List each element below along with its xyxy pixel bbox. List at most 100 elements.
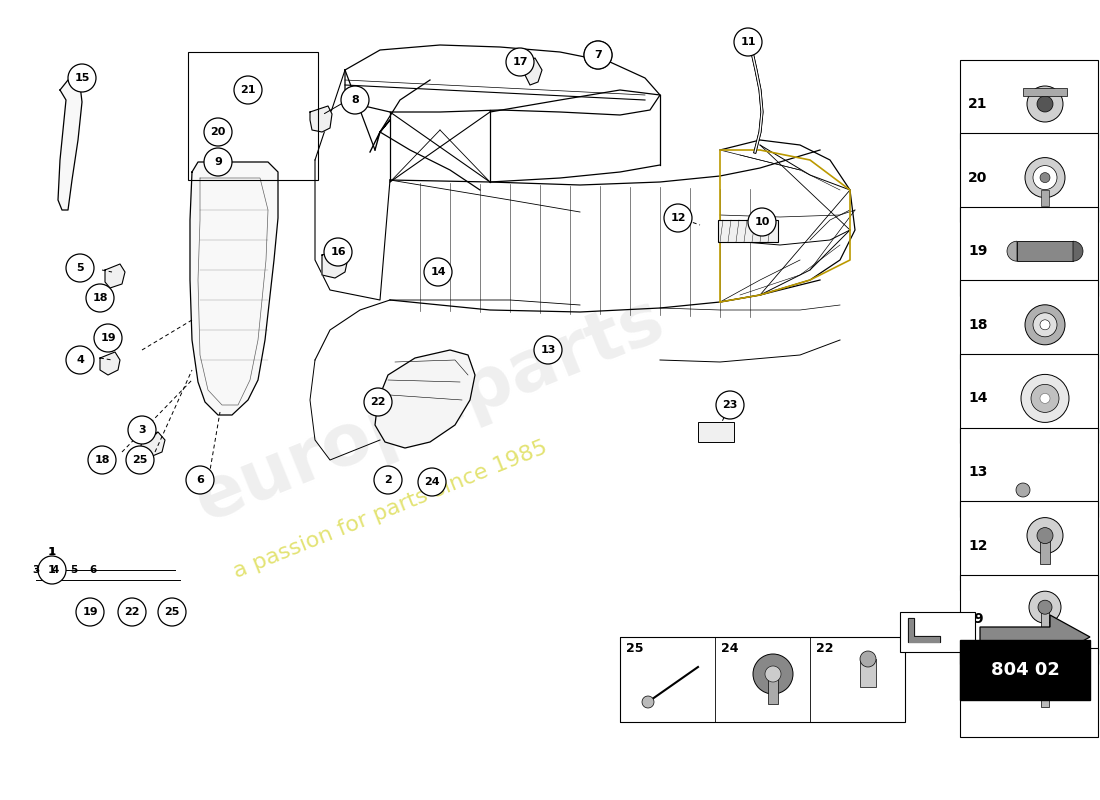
Polygon shape [140,432,165,457]
Circle shape [88,446,116,474]
Text: 7: 7 [974,686,982,700]
Circle shape [68,64,96,92]
Circle shape [158,598,186,626]
Text: 25: 25 [626,642,644,655]
Text: 5: 5 [70,565,78,575]
Bar [620,637,905,722]
Bar [960,648,1098,738]
Circle shape [1040,394,1050,403]
Text: 9: 9 [974,612,982,626]
Circle shape [66,254,94,282]
Text: 4: 4 [52,565,58,575]
Text: europeparts: europeparts [185,284,674,536]
Circle shape [534,336,562,364]
Circle shape [1021,374,1069,422]
Bar [960,280,1098,370]
Text: 25: 25 [164,607,179,617]
Text: 24: 24 [722,642,739,655]
Circle shape [642,696,654,708]
Text: 14: 14 [968,391,988,406]
Circle shape [748,208,775,236]
Text: 19: 19 [968,244,988,258]
Circle shape [1027,86,1063,122]
Bar [960,59,1098,149]
Circle shape [86,284,114,312]
Text: 7: 7 [594,50,602,60]
Text: 12: 12 [670,213,685,223]
Circle shape [204,148,232,176]
Text: 24: 24 [425,477,440,487]
Bar [960,501,1098,590]
Text: 9: 9 [214,157,222,167]
Circle shape [506,48,534,76]
Circle shape [1033,313,1057,337]
Circle shape [1037,96,1053,112]
Text: 3: 3 [32,565,40,575]
Circle shape [1025,158,1065,198]
Text: a passion for parts since 1985: a passion for parts since 1985 [230,438,550,582]
Bar [1018,241,1072,261]
Bar [1041,607,1049,635]
Bar [188,52,318,180]
Text: 16: 16 [330,247,345,257]
Text: 20: 20 [968,170,988,185]
Circle shape [66,346,94,374]
Text: 1: 1 [48,565,56,575]
Polygon shape [525,58,542,85]
Circle shape [118,598,146,626]
Polygon shape [980,615,1090,659]
Text: 19: 19 [100,333,116,343]
Circle shape [39,556,66,584]
Polygon shape [322,250,348,278]
Circle shape [860,651,876,667]
Circle shape [1016,483,1030,497]
Text: 18: 18 [92,293,108,303]
Bar [960,206,1098,296]
Polygon shape [190,162,278,415]
Circle shape [364,388,392,416]
Text: 23: 23 [723,400,738,410]
Circle shape [374,466,401,494]
Bar [960,574,1098,664]
Text: 13: 13 [540,345,556,355]
Circle shape [1027,518,1063,554]
Text: 19: 19 [82,607,98,617]
Bar [960,354,1098,443]
Text: 20: 20 [210,127,225,137]
Text: 10: 10 [755,217,770,227]
Circle shape [126,446,154,474]
Circle shape [1037,528,1053,544]
Text: 25: 25 [132,455,147,465]
Circle shape [584,41,612,69]
Text: 6: 6 [196,475,204,485]
Bar [768,674,778,704]
Circle shape [1040,173,1050,182]
Bar [860,659,876,687]
Text: 22: 22 [816,642,834,655]
Text: 4: 4 [76,355,84,365]
Bar [1041,190,1049,206]
Bar [900,612,975,652]
Text: 17: 17 [513,57,528,67]
Circle shape [324,238,352,266]
Bar [960,640,1090,700]
Bar [960,133,1098,222]
Text: 11: 11 [740,37,756,47]
Wedge shape [1006,241,1018,261]
Bar [698,422,734,442]
Circle shape [1040,677,1050,689]
Circle shape [234,76,262,104]
Text: 15: 15 [75,73,90,83]
Circle shape [1028,591,1062,623]
Text: 18: 18 [95,455,110,465]
Text: 3: 3 [139,425,146,435]
Polygon shape [100,352,120,375]
Circle shape [664,204,692,232]
Bar [1023,88,1067,96]
Circle shape [1031,669,1059,697]
Polygon shape [375,350,475,448]
Circle shape [584,41,612,69]
Circle shape [128,416,156,444]
Text: 6: 6 [89,565,97,575]
Circle shape [764,666,781,682]
